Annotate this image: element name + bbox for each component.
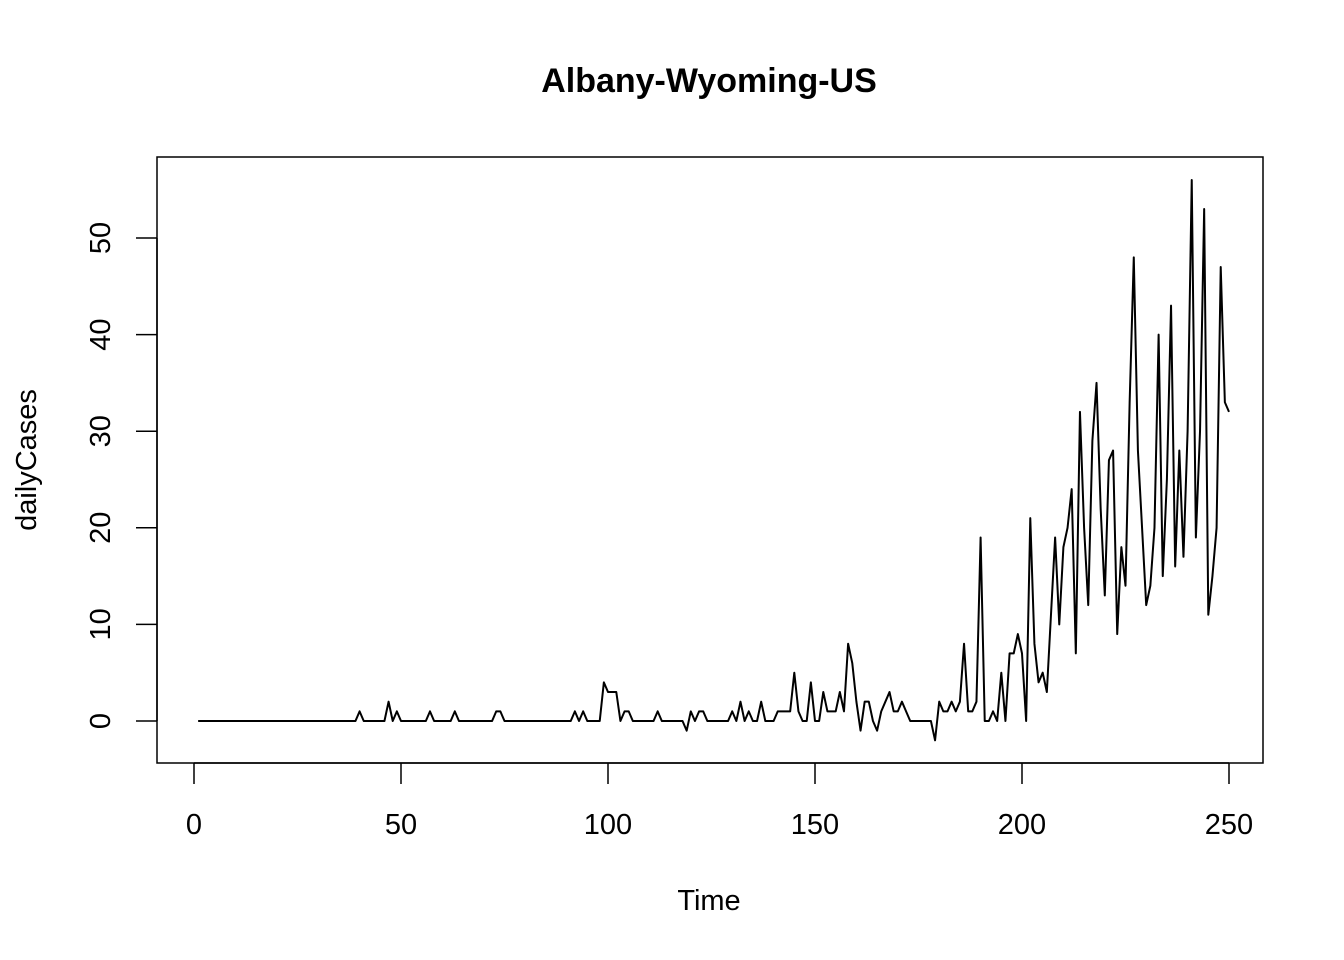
y-tick-label: 40 bbox=[85, 318, 117, 350]
chart-title: Albany-Wyoming-US bbox=[541, 62, 877, 100]
x-axis-label: Time bbox=[677, 885, 740, 917]
y-tick-label: 50 bbox=[85, 222, 117, 254]
y-tick-label: 20 bbox=[85, 512, 117, 544]
x-tick-label: 50 bbox=[385, 809, 417, 841]
x-tick-label: 250 bbox=[1205, 809, 1253, 841]
x-tick-label: 0 bbox=[186, 809, 202, 841]
y-axis-label: dailyCases bbox=[11, 389, 43, 531]
x-tick-label: 150 bbox=[791, 809, 839, 841]
x-tick-label: 200 bbox=[998, 809, 1046, 841]
y-tick-label: 30 bbox=[85, 415, 117, 447]
y-tick-label: 0 bbox=[85, 713, 117, 729]
y-axis: 0 10 20 30 40 50 bbox=[85, 222, 158, 729]
y-tick-label: 10 bbox=[85, 608, 117, 640]
x-axis: 0 50 100 150 200 250 bbox=[186, 762, 1253, 841]
plot-frame bbox=[156, 156, 1264, 764]
series-line-daily-cases bbox=[198, 179, 1230, 742]
x-tick-label: 100 bbox=[584, 809, 632, 841]
